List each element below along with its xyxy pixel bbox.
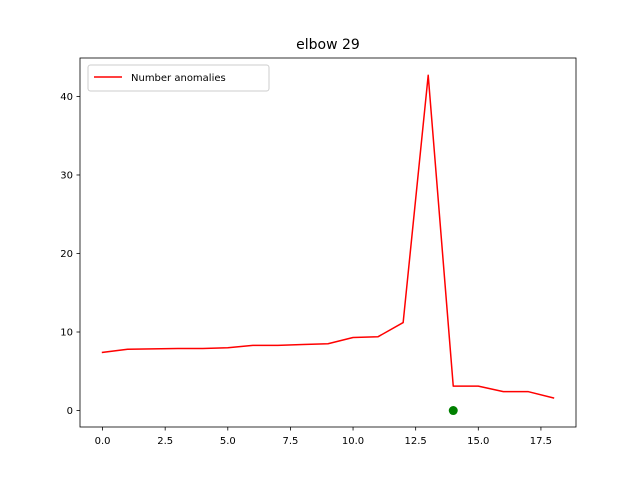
x-tick-label: 12.5 bbox=[405, 436, 427, 447]
marker-point-0 bbox=[448, 406, 458, 416]
y-tick-label: 30 bbox=[60, 170, 73, 181]
x-tick-label: 5.0 bbox=[220, 436, 236, 447]
series-line-0 bbox=[101, 74, 555, 399]
y-tick-label: 10 bbox=[60, 328, 73, 339]
y-tick-label: 20 bbox=[60, 249, 73, 260]
x-tick-label: 0.0 bbox=[95, 436, 111, 447]
x-tick-label: 7.5 bbox=[282, 436, 298, 447]
y-tick-label: 0 bbox=[67, 406, 73, 417]
legend-label-0: Number anomalies bbox=[131, 73, 226, 84]
chart-title: elbow 29 bbox=[296, 37, 360, 53]
x-tick-label: 2.5 bbox=[157, 436, 173, 447]
plot-area: 0.0 2.5 5.0 7.5 10.0 12.5 15.0 17.5 0 10 20 30 40 Num… bbox=[60, 57, 577, 447]
axes-frame bbox=[79, 57, 577, 428]
x-tick-label: 15.0 bbox=[467, 436, 489, 447]
legend-box bbox=[87, 64, 270, 92]
x-tick-label: 17.5 bbox=[530, 436, 552, 447]
x-tick-label: 10.0 bbox=[342, 436, 364, 447]
y-tick-label: 40 bbox=[60, 92, 73, 103]
